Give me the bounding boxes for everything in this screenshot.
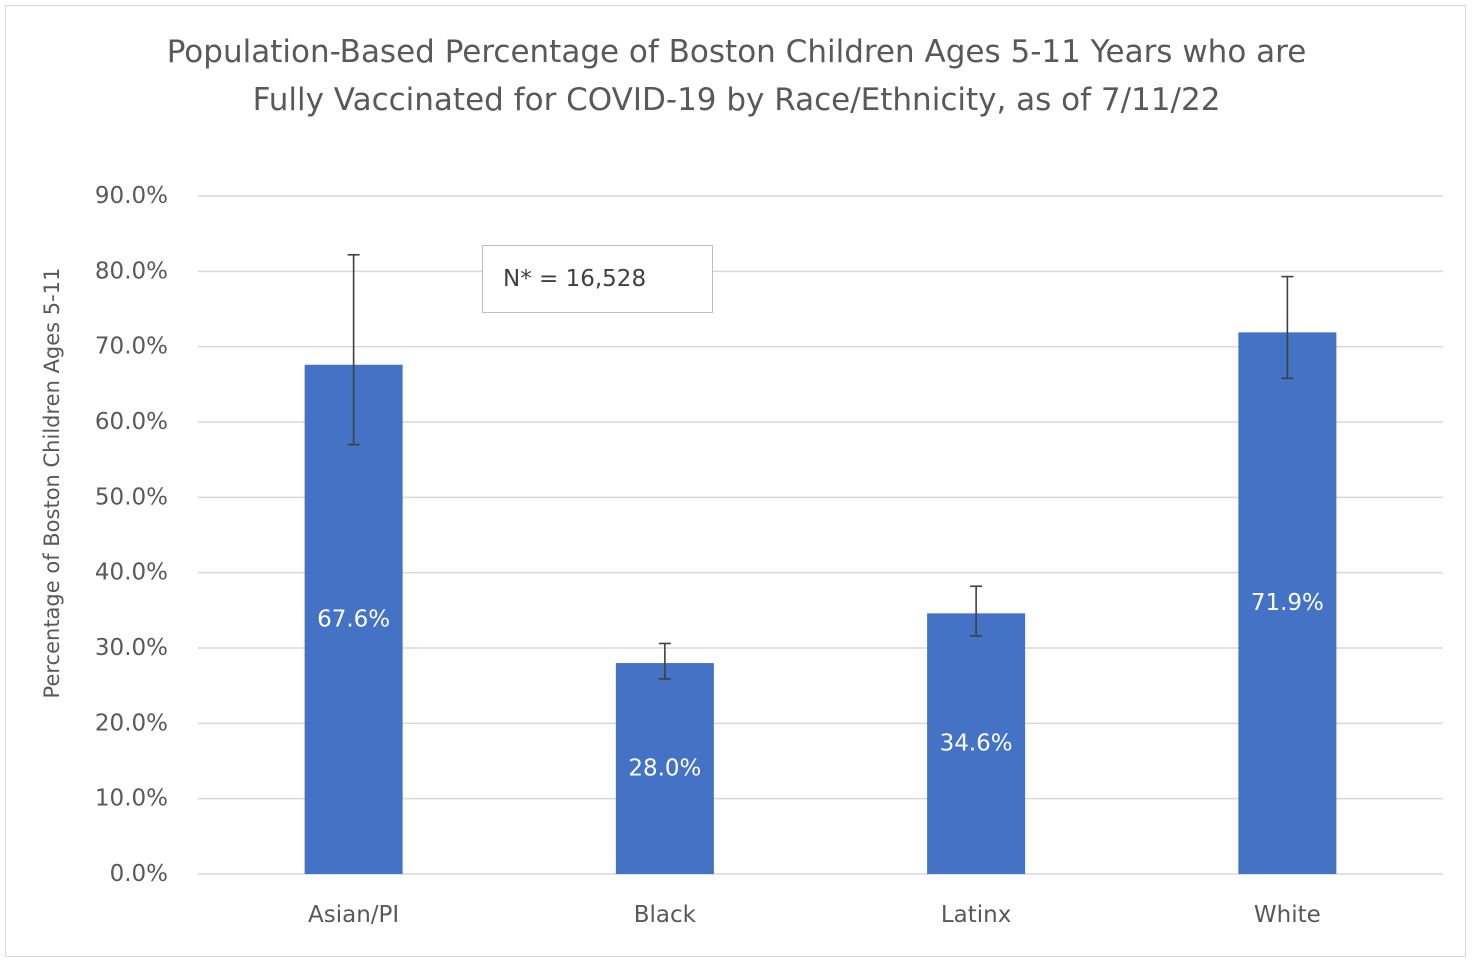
y-tick-label: 60.0% [95,409,168,435]
x-category-label: Black [634,902,697,928]
x-category-label: Latinx [941,902,1012,928]
data-label: 34.6% [940,731,1013,757]
y-tick-label: 10.0% [95,786,168,812]
x-category-label: White [1254,902,1321,928]
y-tick-label: 30.0% [95,635,168,661]
error-bar [347,253,360,446]
error-bar [658,642,671,680]
chart-title: Population-Based Percentage of Boston Ch… [100,28,1373,124]
bar [304,364,403,874]
bar [615,663,714,874]
bar [927,613,1026,874]
sample-size-annotation: N* = 16,528 [482,245,713,313]
error-bar [1281,275,1294,380]
y-axis-tick-labels: 0.0% 10.0% 20.0% 30.0% 40.0% 50.0% 60.0% 70.0% 8… [95,183,168,887]
data-label: 28.0% [628,756,701,782]
chart-title-line-1: Population-Based Percentage of Boston Ch… [166,34,1307,70]
data-label: 71.9% [1251,590,1324,616]
y-tick-label: 20.0% [95,710,168,736]
y-tick-label: 80.0% [95,258,168,284]
y-tick-label: 0.0% [110,861,168,887]
data-label: 67.6% [317,606,390,632]
error-bar [970,585,983,637]
bars [304,332,1337,874]
chart-title-line-2: Fully Vaccinated for COVID-19 by Race/Et… [252,82,1221,118]
y-tick-label: 90.0% [95,183,168,209]
gridlines [198,195,1443,875]
x-category-label: Asian/PI [308,902,399,928]
bar [1238,332,1337,874]
y-tick-label: 70.0% [95,334,168,360]
error-bars [347,253,1294,680]
y-tick-label: 50.0% [95,484,168,510]
data-labels: 67.6% 28.0% 34.6% 71.9% [317,590,1324,781]
y-tick-label: 40.0% [95,560,168,586]
x-axis-category-labels: Asian/PI Black Latinx White [308,902,1321,928]
y-axis-title: Percentage of Boston Children Ages 5-11 [40,268,64,699]
